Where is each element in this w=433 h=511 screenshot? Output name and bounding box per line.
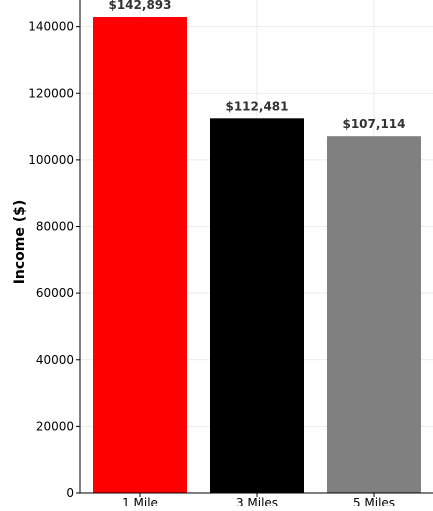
bar-value-label: $112,481 <box>225 99 288 113</box>
bar-value-label: $107,114 <box>342 117 405 131</box>
y-tick-label: 60000 <box>36 286 74 300</box>
labels: 0 20000 40000 60000 80000 100000 120000 140000 $… <box>28 0 405 510</box>
y-tick-label: 100000 <box>28 153 74 167</box>
bar-3-miles <box>210 118 304 494</box>
x-tick-label: 1 Mile <box>122 496 158 506</box>
y-axis-title: Income ($) <box>12 200 28 285</box>
y-tick-label: 0 <box>66 486 74 500</box>
y-tick-label: 120000 <box>28 86 74 100</box>
y-tick-label: 80000 <box>36 220 74 234</box>
bar-value-label: $142,893 <box>108 0 171 12</box>
y-tick-label: 20000 <box>36 419 74 433</box>
x-tick-label: 3 Miles <box>236 496 278 506</box>
axes <box>76 0 433 497</box>
y-tick-label: 40000 <box>36 353 74 367</box>
y-tick-label: 140000 <box>28 20 74 34</box>
bars <box>93 17 421 494</box>
x-tick-label: 5 Miles <box>353 496 395 506</box>
bar-1-mile <box>93 17 187 493</box>
bar-5-miles <box>327 136 421 493</box>
